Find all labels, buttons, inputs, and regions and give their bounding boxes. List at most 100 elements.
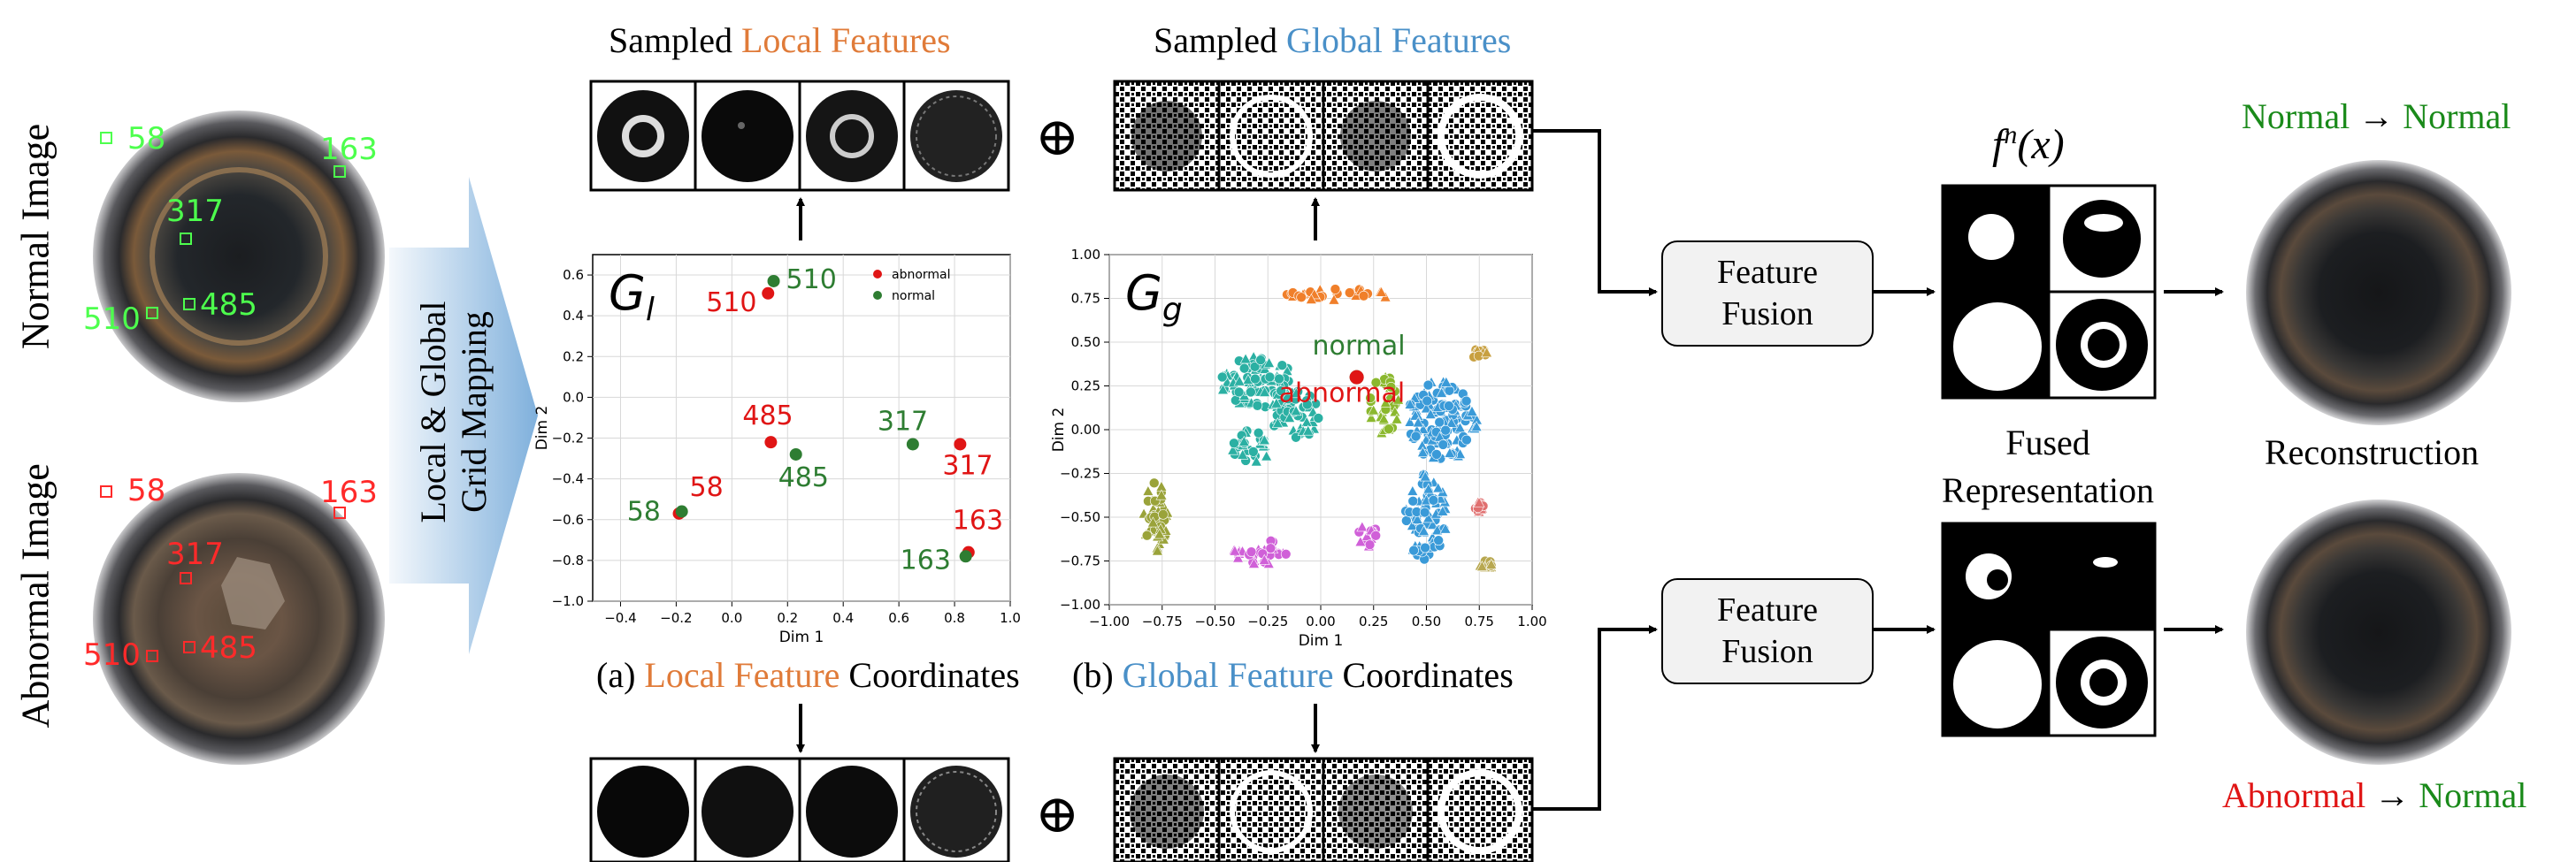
cluster-point — [1375, 286, 1387, 297]
y-tick-label: 0.75 — [1071, 291, 1100, 307]
caption-a: (a) Local Feature Coordinates — [596, 655, 1020, 695]
annotation-normal: normal — [1312, 331, 1405, 362]
normal-marker-510: 510 — [83, 301, 141, 337]
point-abnormal-317 — [954, 438, 967, 451]
y-tick-label: 0.25 — [1071, 378, 1100, 394]
fused-map-bottom — [1941, 522, 2157, 737]
cluster-point — [1427, 518, 1439, 530]
point-label-abnormal-485: 485 — [742, 400, 793, 431]
cluster-point — [1158, 509, 1169, 520]
point-label-normal-510: 510 — [786, 264, 837, 295]
y-tick-label: 0.6 — [563, 267, 584, 283]
y-tick-label: −0.25 — [1060, 466, 1100, 482]
normal-marker-163: 163 — [320, 132, 378, 167]
y-tick-label: 0.4 — [563, 308, 584, 324]
cluster-point — [1301, 399, 1313, 410]
legend-label-abnormal: abnormal — [892, 268, 951, 282]
y-tick-label: 0.0 — [563, 389, 584, 405]
point-normal-485 — [789, 447, 802, 461]
highlight-point-abnormal — [1349, 370, 1364, 385]
cluster-point — [1233, 375, 1246, 386]
output-top-label: Normal → Normal — [2242, 96, 2511, 136]
cluster-point — [1385, 382, 1397, 393]
local-features-bottom-strip — [589, 757, 1010, 862]
legend-label-normal: normal — [892, 289, 935, 303]
abnormal-marker-163: 163 — [320, 475, 378, 510]
point-normal-163 — [959, 550, 972, 563]
abnormal-marker-317: 317 — [166, 537, 224, 572]
cluster-point — [1356, 521, 1368, 532]
cluster-point — [1476, 561, 1488, 572]
cluster-point — [1438, 439, 1449, 450]
reconstruction-label: Reconstruction — [2265, 432, 2480, 472]
cluster-point — [1418, 525, 1430, 537]
plot-title-subscript: g — [1162, 292, 1183, 328]
y-tick-label: −1.0 — [552, 593, 584, 609]
x-tick-label: −0.2 — [660, 610, 692, 626]
point-normal-510 — [767, 274, 780, 287]
normal-image: 58 163 317 510 485 — [83, 111, 385, 402]
cluster-point — [1270, 397, 1283, 408]
cluster-point — [1422, 379, 1434, 391]
annotation-abnormal: abnormal — [1279, 378, 1406, 408]
cluster-point — [1258, 553, 1270, 565]
cluster-point — [1313, 413, 1324, 423]
cluster-point — [1249, 362, 1261, 372]
cluster-point — [1384, 423, 1394, 435]
cluster-point — [1470, 420, 1483, 431]
output-reconstruction-bottom — [2246, 500, 2511, 765]
x-tick-label: 0.8 — [944, 610, 965, 626]
cluster-point — [1411, 513, 1423, 524]
cluster-point — [1238, 435, 1250, 446]
x-tick-label: −0.75 — [1142, 614, 1183, 629]
cluster-point — [1473, 496, 1485, 507]
feature-fusion-top: Feature Fusion — [1661, 240, 1874, 347]
cluster-point — [1445, 416, 1458, 428]
cluster-point — [1428, 495, 1439, 506]
cluster-point — [1259, 385, 1271, 397]
cluster-point — [1330, 284, 1341, 294]
cluster-point — [1302, 424, 1315, 436]
cluster-point — [1420, 542, 1430, 553]
local-features-heading: Sampled Local Features — [609, 20, 951, 60]
normal-marker-58: 58 — [127, 121, 165, 156]
cluster-point — [1276, 360, 1288, 371]
x-axis-label: Dim 1 — [1299, 632, 1344, 650]
cluster-point — [1368, 404, 1380, 416]
global-coordinates-plot: −1.00 −0.75 −0.50 −0.25 0.00 0.25 0.50 0.75 1.00… — [1050, 247, 1547, 650]
cluster-point — [1227, 444, 1239, 455]
cluster-point — [1354, 536, 1367, 547]
cluster-point — [1229, 545, 1241, 556]
cluster-point — [1444, 400, 1454, 411]
global-features-top-strip — [1113, 80, 1534, 192]
oplus-top: ⊕ — [1035, 108, 1080, 166]
cluster-point — [1344, 287, 1355, 298]
global-features-bottom-strip — [1113, 757, 1534, 862]
cluster-point — [1412, 416, 1424, 428]
x-tick-label: 0.4 — [832, 610, 854, 626]
x-tick-label: −1.00 — [1089, 614, 1130, 629]
x-tick-label: 0.25 — [1359, 614, 1388, 629]
cluster-point — [1229, 438, 1239, 449]
abnormal-marker-58: 58 — [127, 473, 165, 508]
feature-fusion-bottom: Feature Fusion — [1661, 578, 1874, 684]
cluster-point — [1296, 292, 1307, 302]
x-tick-label: 0.0 — [721, 610, 742, 626]
x-tick-label: −0.50 — [1195, 614, 1236, 629]
y-tick-label: −0.2 — [552, 431, 584, 446]
cluster-point — [1416, 446, 1429, 457]
cluster-point — [1432, 482, 1445, 493]
cluster-point — [1437, 505, 1449, 516]
point-abnormal-510 — [762, 286, 775, 300]
cluster-point — [1434, 416, 1445, 428]
point-label-abnormal-163: 163 — [953, 506, 1003, 537]
cluster-point — [1142, 484, 1154, 496]
x-axis-label: Dim 1 — [779, 629, 824, 646]
cluster-point — [1365, 393, 1376, 403]
cluster-point — [1422, 395, 1433, 407]
point-label-normal-485: 485 — [778, 462, 829, 493]
y-tick-label: 0.2 — [563, 348, 584, 364]
cluster-point — [1280, 548, 1292, 560]
x-tick-label: 0.00 — [1306, 614, 1335, 629]
